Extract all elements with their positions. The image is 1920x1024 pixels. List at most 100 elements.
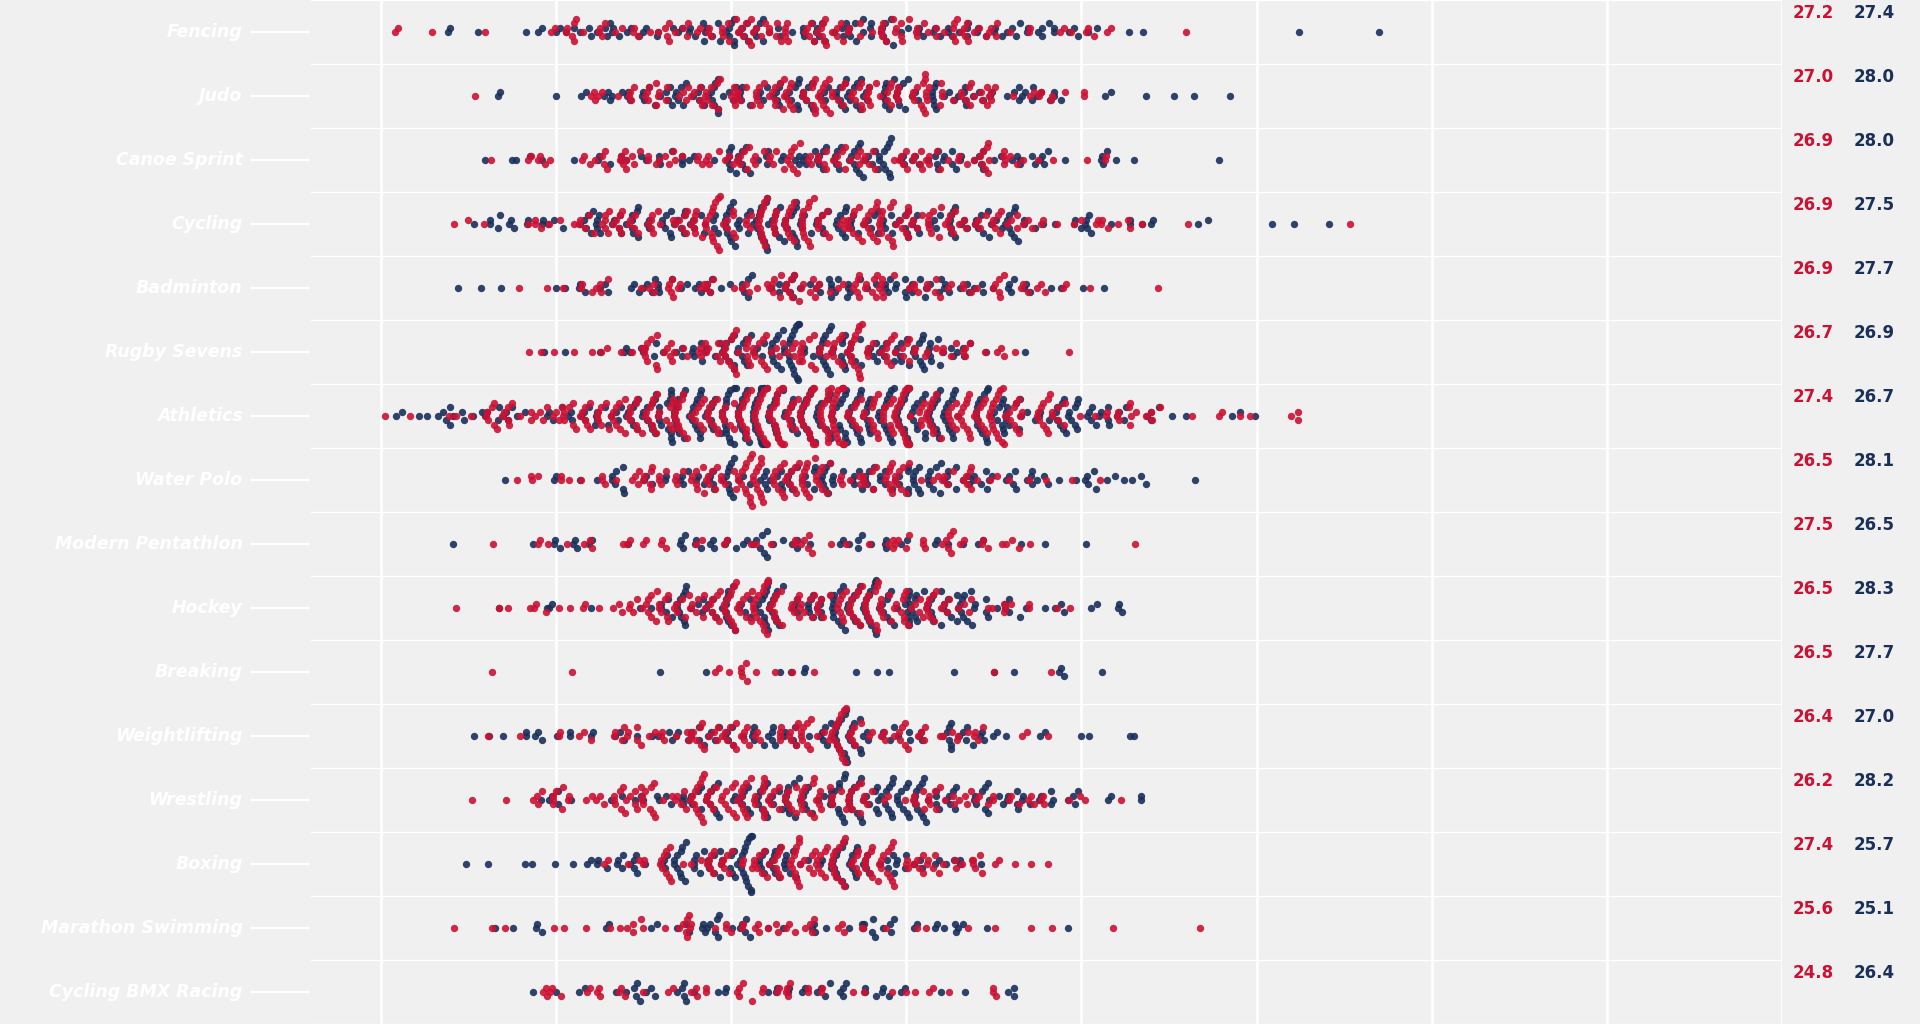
Point: [1029, 156, 1060, 172]
Point: [822, 28, 852, 44]
Point: [718, 736, 749, 753]
Point: [826, 873, 856, 890]
Point: [724, 467, 755, 484]
Point: [876, 612, 906, 629]
Point: [762, 467, 793, 484]
Point: [966, 156, 996, 172]
Point: [1002, 783, 1033, 800]
Point: [568, 600, 599, 616]
Point: [490, 403, 520, 420]
Point: [1114, 399, 1144, 416]
Point: [952, 723, 983, 739]
Point: [641, 612, 672, 629]
Point: [695, 783, 726, 800]
Point: [714, 417, 745, 433]
Point: [814, 587, 845, 603]
Point: [1004, 152, 1035, 168]
Point: [755, 88, 785, 104]
Point: [764, 723, 795, 739]
Point: [770, 723, 801, 739]
Point: [987, 421, 1018, 437]
Point: [733, 878, 764, 894]
Point: [879, 472, 910, 488]
Point: [981, 28, 1012, 44]
Point: [966, 84, 996, 100]
Point: [595, 156, 626, 172]
Point: [887, 480, 918, 497]
Point: [918, 979, 948, 995]
Point: [852, 417, 883, 433]
Point: [816, 455, 847, 471]
Point: [781, 370, 812, 386]
Point: [643, 284, 674, 301]
Point: [726, 463, 756, 479]
Point: [956, 459, 987, 475]
Point: [801, 792, 831, 808]
Point: [518, 216, 549, 232]
Point: [868, 723, 899, 739]
Point: [753, 242, 783, 258]
Point: [758, 783, 789, 800]
Point: [609, 778, 639, 795]
Point: [564, 24, 595, 40]
Point: [511, 24, 541, 40]
Point: [808, 723, 839, 739]
Point: [741, 480, 772, 497]
Point: [877, 531, 908, 548]
Point: [676, 88, 707, 104]
Point: [601, 403, 632, 420]
Point: [874, 587, 904, 603]
Point: [816, 852, 847, 868]
Point: [461, 88, 492, 104]
Point: [1071, 24, 1102, 40]
Point: [684, 732, 714, 749]
Point: [647, 216, 678, 232]
Point: [914, 787, 945, 804]
Point: [751, 238, 781, 254]
Point: [505, 728, 536, 744]
Point: [912, 275, 943, 292]
Point: [870, 96, 900, 113]
Point: [874, 386, 904, 402]
Point: [929, 792, 960, 808]
Point: [753, 774, 783, 791]
Point: [722, 480, 753, 497]
Point: [609, 988, 639, 1005]
Point: [751, 327, 781, 343]
Point: [636, 220, 666, 237]
Point: [745, 15, 776, 32]
Point: [852, 412, 883, 428]
Point: [637, 390, 668, 407]
Point: [795, 284, 826, 301]
Point: [1012, 723, 1043, 739]
Point: [876, 199, 906, 215]
Point: [726, 399, 756, 416]
Text: Badminton: Badminton: [136, 279, 242, 297]
Point: [1035, 797, 1066, 813]
Point: [1010, 212, 1041, 228]
Point: [685, 736, 716, 753]
Point: [720, 165, 751, 181]
Point: [1004, 421, 1035, 437]
Point: [872, 138, 902, 155]
Point: [657, 979, 687, 995]
Point: [943, 600, 973, 616]
Point: [685, 348, 716, 365]
Point: [660, 412, 691, 428]
Point: [820, 860, 851, 877]
Point: [924, 28, 954, 44]
Point: [785, 792, 816, 808]
Point: [925, 472, 956, 488]
Point: [622, 390, 653, 407]
Point: [904, 412, 935, 428]
Point: [852, 79, 883, 95]
Point: [564, 212, 595, 228]
Point: [883, 723, 914, 739]
Point: [612, 600, 643, 616]
Point: [620, 394, 651, 411]
Point: [710, 915, 741, 932]
Point: [776, 596, 806, 612]
Point: [1104, 412, 1135, 428]
Point: [935, 736, 966, 753]
Point: [756, 787, 787, 804]
